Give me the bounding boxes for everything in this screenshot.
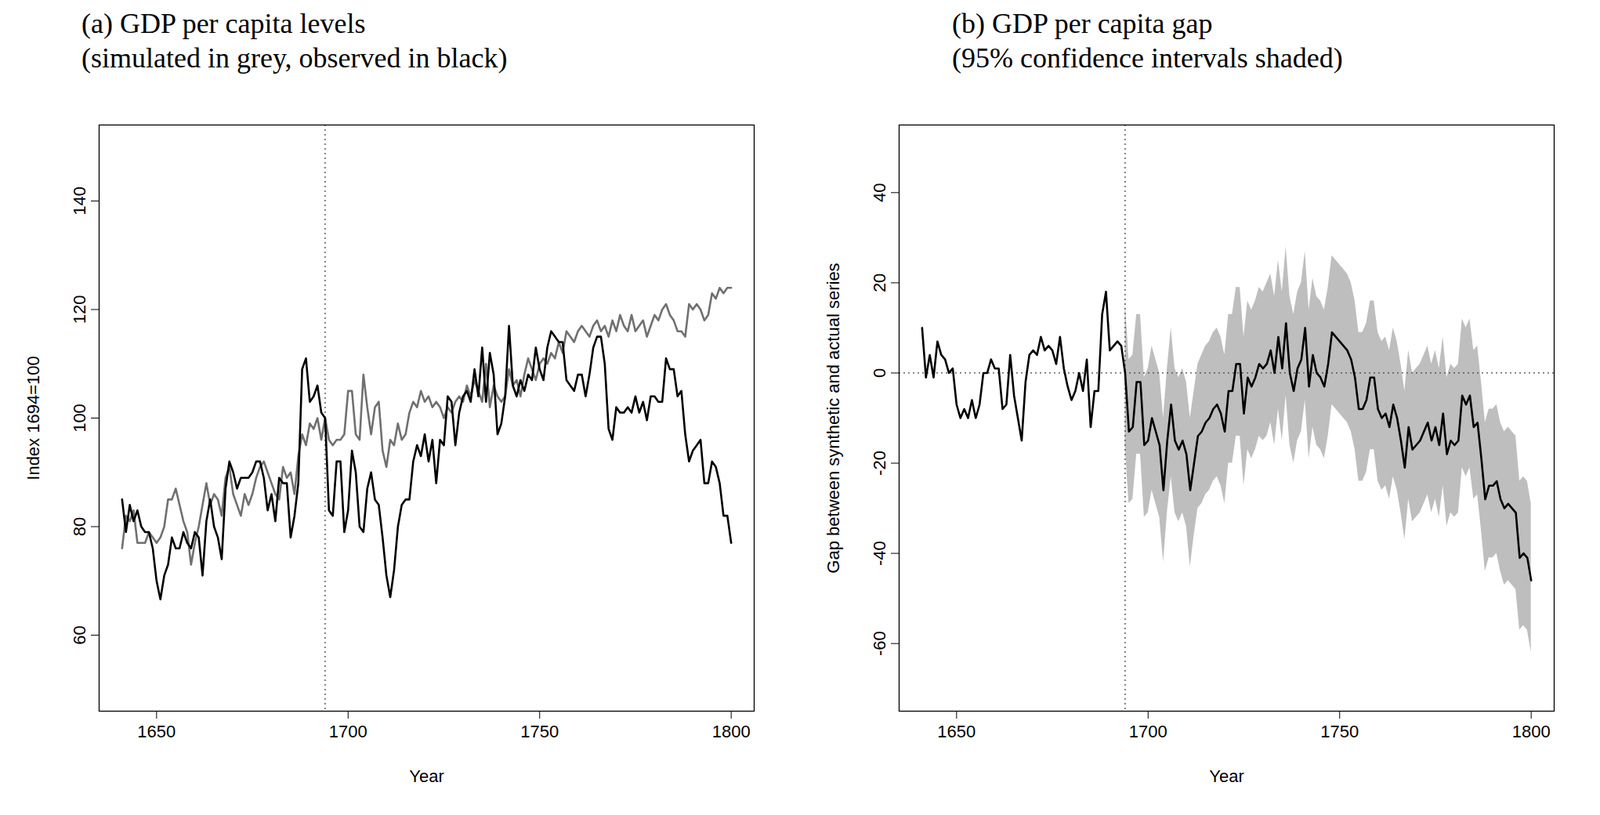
svg-text:1650: 1650 <box>937 721 976 742</box>
svg-text:1800: 1800 <box>1512 721 1551 742</box>
svg-text:1700: 1700 <box>1129 721 1168 742</box>
svg-text:Gap between synthetic and actu: Gap between synthetic and actual series <box>823 262 844 573</box>
svg-text:140: 140 <box>69 186 90 216</box>
svg-text:Year: Year <box>1209 766 1244 786</box>
svg-text:-40: -40 <box>869 540 890 566</box>
svg-text:1700: 1700 <box>329 721 368 742</box>
svg-text:120: 120 <box>69 295 90 325</box>
svg-text:1800: 1800 <box>712 721 751 742</box>
svg-text:-20: -20 <box>869 450 890 476</box>
svg-text:100: 100 <box>69 403 90 433</box>
html-text:(simulated in grey, observed i: (simulated in grey, observed in black) <box>81 42 508 74</box>
svg-text:80: 80 <box>69 517 90 536</box>
svg-text:Year: Year <box>409 766 444 786</box>
html-text:(95% confidence intervals shad: (95% confidence intervals shaded) <box>952 42 1343 74</box>
html-text:(b) GDP per capita gap: (b) GDP per capita gap <box>952 7 1213 40</box>
svg-text:1750: 1750 <box>1320 721 1359 742</box>
svg-text:1750: 1750 <box>520 721 559 742</box>
html-text:(a) GDP per capita levels: (a) GDP per capita levels <box>81 7 366 40</box>
svg-text:-60: -60 <box>869 630 890 656</box>
svg-text:60: 60 <box>69 625 90 645</box>
svg-text:20: 20 <box>869 273 890 293</box>
svg-text:1650: 1650 <box>137 721 176 742</box>
svg-text:40: 40 <box>869 183 890 203</box>
svg-text:Index 1694=100: Index 1694=100 <box>23 355 44 480</box>
svg-text:0: 0 <box>869 368 890 378</box>
